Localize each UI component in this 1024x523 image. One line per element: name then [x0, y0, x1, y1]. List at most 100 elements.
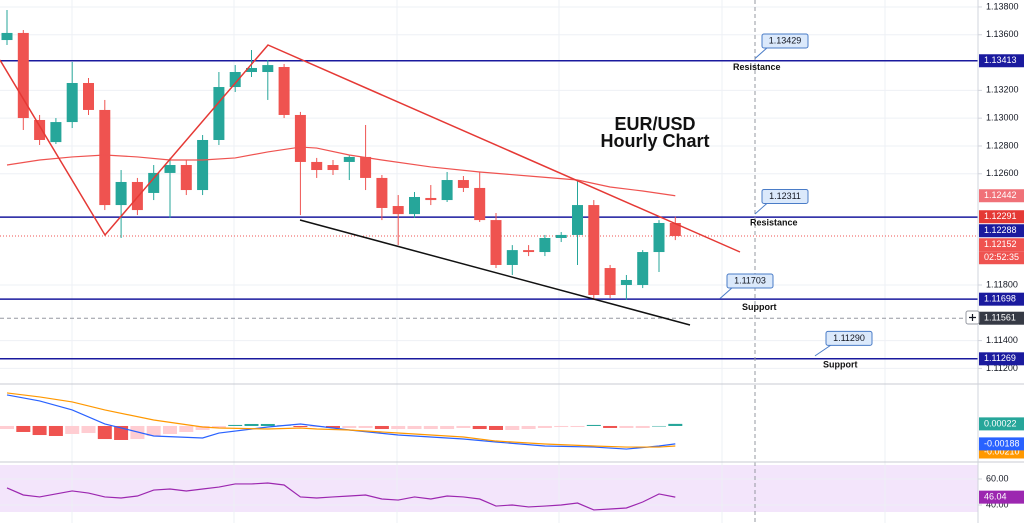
callout-note: Support	[823, 359, 858, 369]
callout-label: 1.13429	[769, 35, 802, 45]
callout-pointer	[719, 286, 734, 299]
candle-body	[180, 165, 192, 191]
price-label-box	[979, 189, 1024, 203]
callout-label: 1.12311	[769, 191, 801, 201]
macd-bar	[489, 425, 503, 430]
candle-body	[246, 67, 257, 73]
candle-body	[50, 122, 62, 143]
candle-body	[523, 250, 535, 253]
candle-body	[17, 32, 29, 119]
callout-label: 1.11290	[833, 333, 865, 343]
moving-average	[6, 146, 676, 197]
macd-bar	[407, 425, 422, 430]
candle-body	[376, 177, 388, 208]
candle-body	[360, 156, 372, 178]
macd-bar	[293, 425, 308, 428]
indicator-label-box	[979, 417, 1024, 431]
add-icon	[969, 314, 976, 321]
price-label: 1.12152	[984, 239, 1017, 249]
macd-bar	[374, 425, 389, 430]
macd-bar	[456, 425, 471, 428]
y-tick-label: 1.12600	[986, 168, 1019, 178]
countdown: 02:52:35	[984, 252, 1019, 262]
trendline	[299, 219, 691, 326]
rsi-line	[6, 482, 676, 511]
indicator-label-box	[979, 437, 1024, 451]
macd-bar	[326, 425, 340, 428]
macd-bar	[114, 425, 129, 440]
price-label: 1.12442	[984, 190, 1017, 200]
callout-note: Resistance	[750, 217, 798, 227]
price-label: 1.12288	[984, 225, 1017, 235]
y-tick-label: 1.13800	[986, 1, 1019, 11]
y-tick-label: 40.00	[986, 499, 1009, 509]
price-label-box	[979, 54, 1024, 68]
candle-body	[66, 82, 78, 123]
price-label-box	[979, 352, 1024, 366]
y-tick-label: 1.11800	[986, 279, 1018, 289]
candle-body	[1, 32, 13, 41]
price-label-box	[979, 238, 1024, 252]
callout-note: Support	[742, 302, 777, 312]
chart-title: EUR/USD	[614, 114, 695, 134]
candle-body	[164, 165, 176, 173]
macd-bar	[505, 425, 520, 430]
price-label-box	[979, 224, 1024, 238]
crosshair-button[interactable]	[965, 310, 980, 325]
macd-bar	[635, 425, 650, 428]
callout-label: 1.11703	[734, 275, 766, 285]
axis-labels: 1.13413 1.12288 1.11698 1.11269 1.12442 1.122…	[979, 54, 1024, 504]
candle-body	[131, 181, 143, 211]
candle-body	[99, 109, 111, 206]
candle-body	[555, 234, 567, 239]
callout-pointer	[754, 202, 769, 215]
macd-bar	[48, 425, 63, 436]
y-tick-label: 1.12800	[986, 140, 1019, 150]
trendline	[0, 44, 741, 253]
candle-body	[278, 67, 290, 115]
candle-body	[409, 196, 420, 215]
candle-body	[213, 87, 225, 140]
candle-body	[441, 180, 453, 201]
countdown-box	[979, 251, 1024, 265]
macd-bar	[554, 425, 569, 428]
macd-bar	[179, 425, 194, 432]
candle-body	[425, 197, 437, 201]
candle-body	[474, 187, 486, 221]
candle-body	[83, 82, 94, 110]
candle-body	[115, 181, 127, 206]
price-label: 1.11561	[984, 313, 1016, 323]
macd-bar	[146, 425, 161, 436]
y-tick-label: 1.13600	[986, 29, 1019, 39]
macd-bar	[228, 424, 243, 426]
macd-bar	[244, 423, 259, 426]
price-label: 1.12291	[984, 211, 1017, 221]
marks	[0, 10, 683, 511]
macd-bar	[342, 425, 357, 428]
macd-bar	[391, 425, 406, 430]
macd-bar	[97, 425, 112, 440]
levels	[0, 60, 978, 360]
y-tick-label: 1.13000	[986, 113, 1019, 123]
callout-pointer	[814, 343, 833, 357]
indicator-label: -0.00188	[984, 438, 1020, 448]
callout-box	[825, 330, 873, 346]
candle-body	[294, 114, 306, 162]
candle-body	[653, 222, 665, 253]
price-label: 1.11698	[984, 294, 1016, 304]
candle-body	[506, 250, 518, 265]
macd-bar	[603, 425, 618, 428]
candle-body	[327, 165, 339, 171]
candle-body	[490, 220, 502, 265]
candle-body	[588, 205, 600, 296]
price-label-box	[979, 210, 1024, 224]
y-tick-label: 60.00	[986, 473, 1009, 483]
candle-body	[229, 72, 241, 88]
macd-bar	[358, 425, 373, 428]
macd-bar	[81, 425, 96, 434]
callouts: 1.13429 Resistance 1.12311 Resistance 1.1170…	[719, 33, 873, 369]
macd-bar	[16, 425, 31, 432]
price-label: 1.11269	[984, 353, 1016, 363]
